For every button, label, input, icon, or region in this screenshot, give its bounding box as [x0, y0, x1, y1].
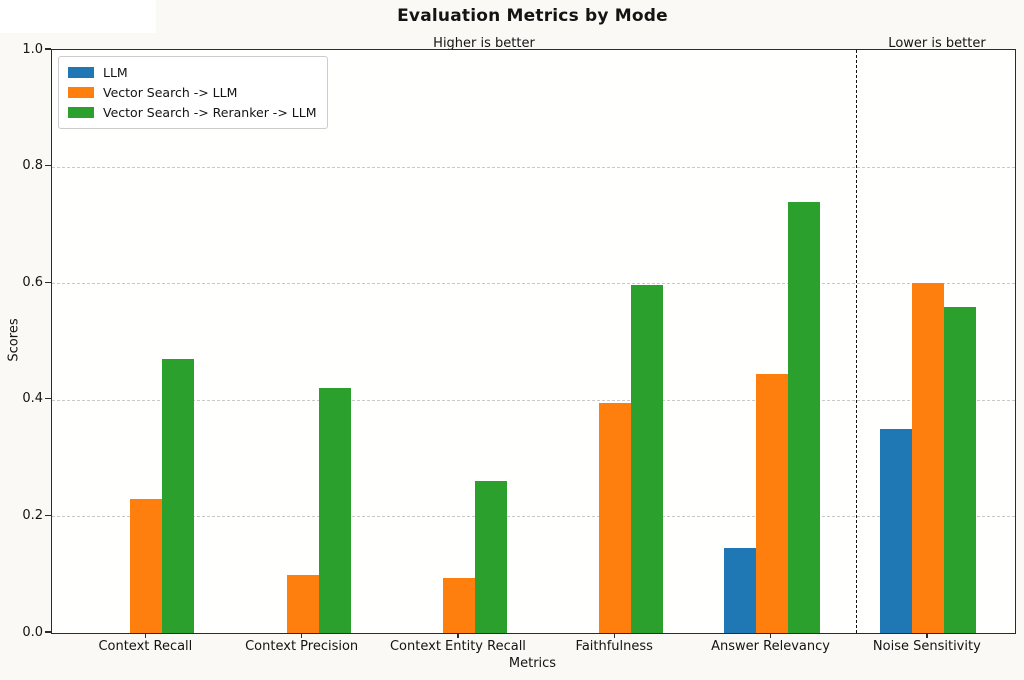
y-tick-mark [45, 514, 51, 517]
x-tick-label-context-recall: Context Recall [98, 639, 193, 654]
bar-llm-answer-relevancy [723, 548, 756, 633]
legend: LLM Vector Search -> LLM Vector Search -> … [58, 56, 329, 129]
gridline-y-0.6 [52, 283, 1015, 285]
y-tick-label: 0.4 [22, 391, 43, 407]
legend-label: Vector Search -> Reranker -> LLM [103, 105, 317, 120]
bar-vector-search-llm-context-precision [286, 574, 319, 633]
bar-vector-search-llm-noise-sensitivity [911, 283, 944, 633]
x-tick-label-context-entity-recall: Context Entity Recall [389, 639, 526, 654]
bar-vector-search-reranker-llm-answer-relevancy [787, 201, 820, 633]
bar-vector-search-reranker-llm-noise-sensitivity [943, 306, 976, 633]
chart-title: Evaluation Metrics by Mode [397, 6, 668, 26]
y-tick-mark [45, 281, 51, 283]
legend-label: Vector Search -> LLM [103, 85, 238, 100]
bar-vector-search-reranker-llm-context-precision [318, 388, 351, 633]
x-tick-mark [926, 633, 928, 638]
y-tick-label: 1.0 [22, 41, 43, 57]
x-tick-label-context-precision: Context Precision [245, 639, 359, 654]
bar-vector-search-reranker-llm-faithfulness [631, 284, 664, 633]
legend-label: LLM [103, 65, 128, 80]
x-tick-mark [144, 633, 147, 638]
x-axis-label: Metrics [508, 656, 557, 671]
y-tick-label: 0.2 [22, 507, 43, 523]
x-tick-label-faithfulness: Faithfulness [575, 639, 653, 654]
bar-vector-search-reranker-llm-context-entity-recall [474, 481, 507, 633]
gridline-y-0.2 [52, 516, 1015, 518]
x-tick-mark [769, 633, 772, 638]
higher-lower-separator-line [856, 50, 858, 633]
legend-swatch-icon [68, 67, 94, 78]
plot-area: LLM Vector Search -> LLM Vector Search -> … [51, 49, 1016, 634]
bar-vector-search-llm-faithfulness [599, 402, 632, 633]
background-corner-patch [0, 0, 156, 33]
bar-vector-search-reranker-llm-context-recall [162, 359, 195, 633]
y-tick-mark [45, 631, 51, 633]
y-tick-mark [45, 48, 51, 50]
gridline-y-0.8 [52, 166, 1015, 168]
x-tick-mark [300, 633, 303, 638]
legend-item: Vector Search -> Reranker -> LLM [68, 105, 316, 120]
y-axis-label: Scores [6, 318, 22, 362]
y-tick-mark [45, 398, 51, 400]
legend-swatch-icon [68, 107, 94, 118]
x-tick-mark [457, 633, 459, 638]
y-tick-label: 0.0 [22, 624, 43, 640]
legend-item: LLM [68, 65, 316, 80]
annotation-lower-is-better: Lower is better [888, 36, 986, 51]
bar-vector-search-llm-answer-relevancy [755, 373, 788, 633]
bar-vector-search-llm-context-entity-recall [442, 577, 475, 633]
legend-swatch-icon [68, 87, 94, 98]
bar-llm-noise-sensitivity [879, 428, 912, 633]
x-tick-label-noise-sensitivity: Noise Sensitivity [872, 639, 981, 654]
gridline-y-0.4 [52, 399, 1015, 401]
x-tick-mark [613, 633, 615, 638]
legend-item: Vector Search -> LLM [68, 85, 316, 100]
y-tick-label: 0.6 [22, 274, 43, 290]
y-tick-label: 0.8 [22, 158, 43, 174]
bar-vector-search-llm-context-recall [130, 498, 163, 633]
annotation-higher-is-better: Higher is better [433, 36, 535, 51]
x-tick-label-answer-relevancy: Answer Relevancy [711, 639, 830, 654]
y-tick-mark [45, 164, 51, 167]
